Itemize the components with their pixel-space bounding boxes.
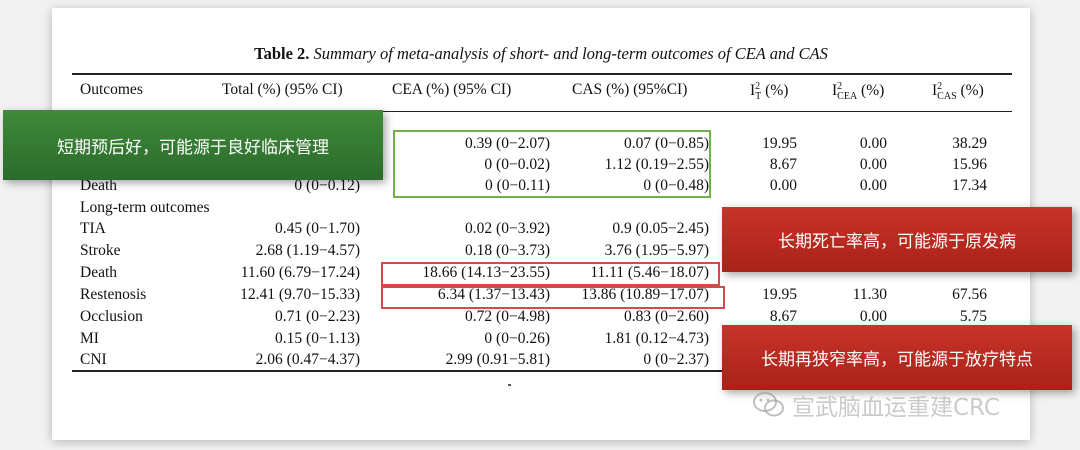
header-total: Total (%) (95% CI) — [222, 81, 343, 98]
short-term-highlight-box — [393, 130, 711, 198]
death-highlight-box — [381, 262, 720, 286]
header-i2cas: I2CAS (%) — [932, 81, 984, 103]
top-rule — [72, 73, 1012, 75]
table-title-text: Summary of meta-analysis of short- and l… — [313, 44, 828, 63]
cell-cea: 0 (0−0.11) — [485, 177, 550, 194]
stray-mark — [508, 384, 511, 386]
cell-outcome: MI — [80, 330, 99, 347]
table-title: Table 2. Summary of meta-analysis of sho… — [52, 44, 1030, 64]
cell-total: 0 (0−0.12) — [294, 177, 360, 194]
short-term-callout: 短期预后好，可能源于良好临床管理 — [3, 110, 383, 180]
cell-icas: 17.34 — [952, 177, 987, 194]
cell-icas: 15.96 — [952, 156, 987, 173]
cell-cea: 0.18 (0−3.73) — [465, 242, 550, 259]
cell-cea: 0 (0−0.02) — [484, 156, 550, 173]
cell-total: 0.71 (0−2.23) — [275, 308, 360, 325]
cell-total: 12.41 (9.70−15.33) — [240, 286, 360, 303]
cell-outcome: Death — [80, 264, 118, 281]
cell-it: 19.95 — [762, 135, 797, 152]
cell-icea: 0.00 — [859, 135, 887, 152]
cell-cea: 2.99 (0.91−5.81) — [445, 351, 550, 368]
cell-cea: 18.66 (14.13−23.55) — [422, 264, 550, 281]
restenosis-callout: 长期再狭窄率高，可能源于放疗特点 — [722, 325, 1072, 390]
cell-cas: 0.83 (0−2.60) — [624, 308, 709, 325]
cell-cas: 0.9 (0.05−2.45) — [612, 220, 709, 237]
cell-total: 0.15 (0−1.13) — [275, 330, 360, 347]
cell-cas: 3.76 (1.95−5.97) — [604, 242, 709, 259]
header-i2t: I2T (%) — [750, 81, 789, 103]
cell-total: 2.68 (1.19−4.57) — [255, 242, 360, 259]
header-outcomes: Outcomes — [80, 81, 143, 98]
cell-cas: 13.86 (10.89−17.07) — [581, 286, 709, 303]
cell-icea: 0.00 — [859, 177, 887, 194]
cell-total: 0.45 (0−1.70) — [275, 220, 360, 237]
cell-it: 19.95 — [762, 286, 797, 303]
watermark-text: 宣武脑血运重建CRC — [792, 395, 1000, 421]
cell-icea: 0.00 — [859, 308, 887, 325]
cell-outcome: Death — [80, 177, 118, 194]
long-term-death-callout: 长期死亡率高，可能源于原发病 — [722, 207, 1072, 272]
cell-outcome: CNI — [80, 351, 107, 368]
cell-icas: 67.56 — [952, 286, 987, 303]
cell-it: 0.00 — [769, 177, 797, 194]
cell-outcome: Restenosis — [80, 286, 147, 303]
cell-outcome: Long-term outcomes — [80, 199, 210, 216]
bottom-rule — [72, 370, 1012, 372]
cell-outcome: Stroke — [80, 242, 121, 259]
cell-cea: 6.34 (1.37−13.43) — [437, 286, 550, 303]
cell-cea: 0 (0−0.26) — [484, 330, 550, 347]
header-cea: CEA (%) (95% CI) — [392, 81, 512, 98]
cell-outcome: TIA — [80, 220, 106, 237]
header-rule — [72, 111, 1012, 112]
cell-icas: 5.75 — [959, 308, 987, 325]
cell-cas: 0.07 (0−0.85) — [624, 135, 709, 152]
header-i2cea: I2CEA (%) — [832, 81, 885, 103]
header-cas: CAS (%) (95%CI) — [572, 81, 688, 98]
cell-total: 2.06 (0.47−4.37) — [255, 351, 360, 368]
cell-icea: 0.00 — [859, 156, 887, 173]
cell-cas: 0 (0−2.37) — [643, 351, 709, 368]
cell-cas: 0 (0−0.48) — [643, 177, 709, 194]
cell-cea: 0.39 (0−2.07) — [465, 135, 550, 152]
cell-cea: 0.02 (0−3.92) — [465, 220, 550, 237]
cell-icas: 38.29 — [952, 135, 987, 152]
wechat-icon — [753, 392, 784, 417]
restenosis-highlight-box — [381, 286, 725, 309]
cell-total: 11.60 (6.79−17.24) — [240, 264, 360, 281]
cell-cas: 1.12 (0.19−2.55) — [604, 156, 709, 173]
cell-icea: 11.30 — [852, 286, 887, 303]
cell-cas: 1.81 (0.12−4.73) — [604, 330, 709, 347]
cell-cea: 0.72 (0−4.98) — [465, 308, 550, 325]
cell-cas: 11.11 (5.46−18.07) — [590, 264, 709, 281]
table-title-label: Table 2. — [254, 44, 310, 63]
cell-it: 8.67 — [769, 156, 797, 173]
cell-it: 8.67 — [769, 308, 797, 325]
watermark: 宣武脑血运重建CRC — [752, 388, 1000, 422]
cell-outcome: Occlusion — [80, 308, 143, 325]
